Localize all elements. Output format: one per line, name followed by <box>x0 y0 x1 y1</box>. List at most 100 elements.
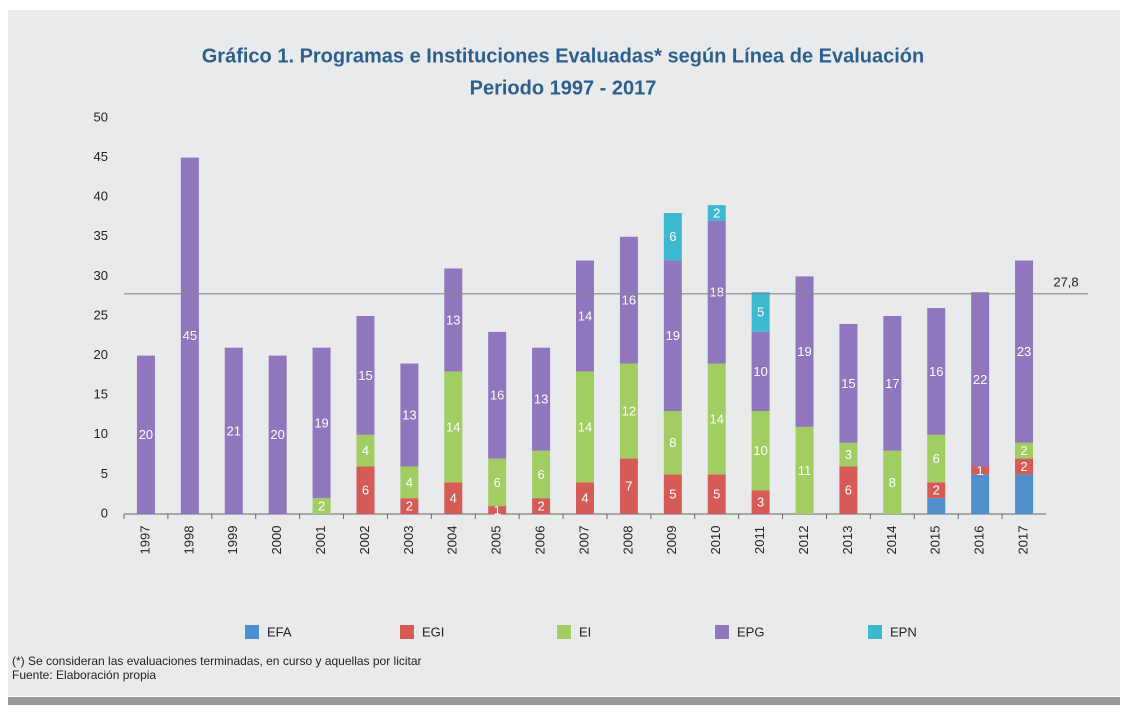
x-tick-label: 1999 <box>225 526 240 555</box>
y-tick-label: 40 <box>94 189 108 204</box>
data-label: 1 <box>977 463 984 478</box>
data-label: 4 <box>450 491 457 506</box>
x-tick-label: 2005 <box>489 526 504 555</box>
note: Fuente: Elaboración propia <box>12 668 156 682</box>
data-label: 3 <box>757 495 764 510</box>
bar-segment <box>488 458 507 507</box>
bar-segment <box>751 292 770 332</box>
bar-segment <box>312 498 331 514</box>
data-label: 2 <box>1020 459 1027 474</box>
data-label: 21 <box>227 423 241 438</box>
y-tick-label: 25 <box>94 307 108 322</box>
data-label: 2 <box>933 483 940 498</box>
legend-label: EPG <box>737 624 764 639</box>
bar-segment <box>532 498 551 514</box>
y-tick-label: 5 <box>101 466 108 481</box>
data-label: 4 <box>362 443 369 458</box>
bar-segment <box>751 331 770 412</box>
legend-label: EFA <box>267 624 292 639</box>
bar-segment <box>707 205 726 221</box>
data-label: 1 <box>494 502 501 517</box>
data-label: 45 <box>183 328 197 343</box>
panel <box>8 10 1120 696</box>
bar-segment <box>312 347 331 499</box>
x-tick-label: 2011 <box>752 526 767 554</box>
x-tick-label: 2004 <box>445 526 460 555</box>
bar-segment <box>883 450 902 514</box>
bar-segment <box>488 506 507 514</box>
data-label: 6 <box>537 467 544 482</box>
legend-swatch <box>557 625 571 639</box>
data-label: 8 <box>889 475 896 490</box>
data-label: 6 <box>933 451 940 466</box>
reference-label: 27,8 <box>1053 274 1078 289</box>
y-tick-label: 20 <box>94 347 108 362</box>
data-label: 13 <box>402 407 416 422</box>
data-label: 18 <box>709 285 723 300</box>
bar-segment <box>400 466 419 499</box>
bar-segment <box>795 426 814 514</box>
data-label: 19 <box>666 328 680 343</box>
bar-segment <box>1015 474 1034 514</box>
data-label: 14 <box>709 411 723 426</box>
bar-segment <box>224 347 243 514</box>
bar-segment <box>707 220 726 364</box>
x-tick-label: 2003 <box>401 526 416 555</box>
chart-title: Gráfico 1. Programas e Instituciones Eva… <box>202 45 924 67</box>
x-tick-label: 2002 <box>357 526 372 555</box>
x-tick-label: 2013 <box>840 526 855 555</box>
bar-segment <box>1015 260 1034 443</box>
x-tick-label: 2000 <box>269 526 284 555</box>
data-label: 6 <box>669 229 676 244</box>
bar-segment <box>356 316 375 435</box>
x-tick-label: 2001 <box>313 526 328 555</box>
y-tick-label: 10 <box>94 426 108 441</box>
data-label: 5 <box>669 487 676 502</box>
data-label: 16 <box>622 293 636 308</box>
bar-segment <box>751 411 770 491</box>
bar-segment <box>400 363 419 467</box>
data-label: 2 <box>318 499 325 514</box>
data-label: 3 <box>845 447 852 462</box>
legend-label: EI <box>579 624 591 639</box>
data-label: 11 <box>798 463 812 478</box>
bar-segment <box>839 323 858 443</box>
bar-segment <box>839 466 858 514</box>
data-label: 12 <box>622 403 636 418</box>
bar-segment <box>663 474 682 514</box>
chart-subtitle: Periodo 1997 - 2017 <box>470 77 657 99</box>
data-label: 13 <box>446 312 460 327</box>
bar-segment <box>576 260 594 372</box>
bar-segment <box>971 466 990 475</box>
legend-swatch <box>868 625 882 639</box>
data-label: 16 <box>929 364 943 379</box>
x-tick-label: 2010 <box>708 526 723 555</box>
data-label: 7 <box>625 479 632 494</box>
y-tick-label: 0 <box>101 505 108 520</box>
data-label: 14 <box>578 308 592 323</box>
legend-swatch <box>245 625 259 639</box>
bar-segment <box>707 363 726 475</box>
bar-segment <box>927 498 946 514</box>
y-tick-label: 45 <box>94 149 108 164</box>
bar-segment <box>532 347 551 451</box>
data-label: 5 <box>713 487 720 502</box>
data-label: 14 <box>578 419 592 434</box>
data-label: 10 <box>753 443 767 458</box>
bar-segment <box>1015 458 1034 475</box>
data-label: 19 <box>314 415 328 430</box>
data-label: 14 <box>446 419 460 434</box>
y-tick-label: 15 <box>94 387 108 402</box>
bar-segment <box>663 260 682 412</box>
bar-segment <box>180 157 199 514</box>
x-tick-label: 2007 <box>576 526 591 555</box>
data-label: 2 <box>537 499 544 514</box>
y-tick-label: 35 <box>94 228 108 243</box>
bar-segment <box>356 466 375 514</box>
bar-segment <box>927 482 946 499</box>
legend-label: EPN <box>890 624 917 639</box>
data-label: 19 <box>797 344 811 359</box>
x-tick-label: 2008 <box>620 526 635 555</box>
x-tick-label: 2017 <box>1015 526 1030 555</box>
